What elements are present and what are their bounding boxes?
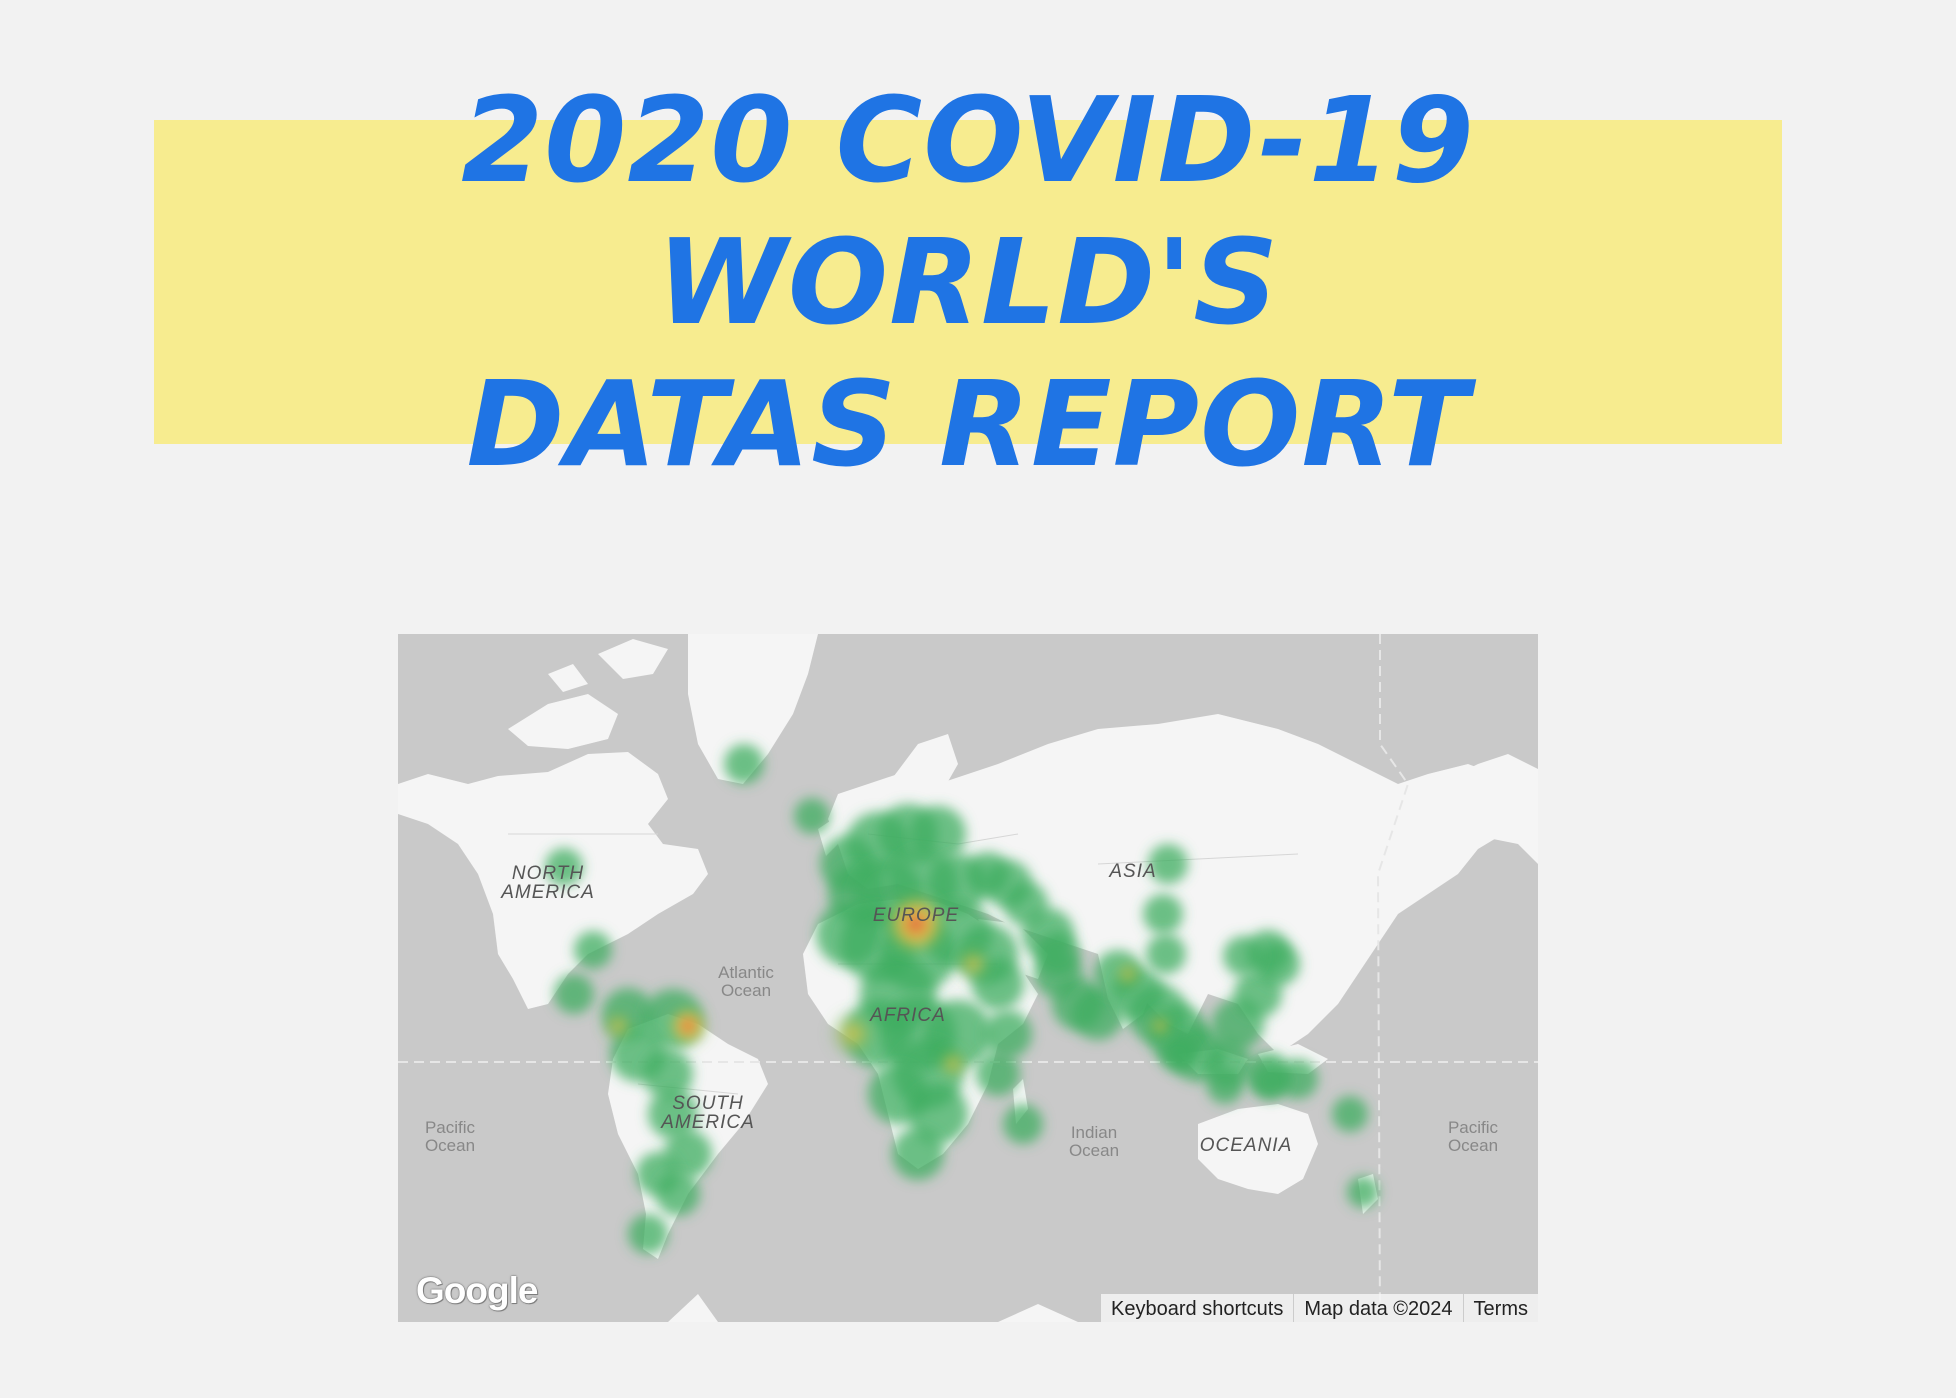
heat-blob-low bbox=[656, 1172, 700, 1216]
heat-hotspot-europe bbox=[882, 890, 950, 958]
map-label-indian: Indian Ocean bbox=[1069, 1124, 1119, 1160]
heat-blob-low bbox=[892, 1128, 944, 1180]
map-label-line: Pacific bbox=[424, 1118, 476, 1137]
map-label-line: Pacific bbox=[1447, 1118, 1499, 1137]
map-attribution: Keyboard shortcuts Map data ©2024 Terms bbox=[1101, 1294, 1538, 1322]
world-map-canvas[interactable] bbox=[398, 634, 1538, 1322]
map-label-line: NORTH bbox=[511, 863, 585, 884]
heat-blob-low bbox=[628, 1214, 668, 1254]
heat-blob-low bbox=[1036, 932, 1080, 976]
heat-blob-low bbox=[976, 1052, 1020, 1096]
map-label-line: AMERICA bbox=[501, 882, 595, 903]
map-label-line: OCEANIA bbox=[1199, 1135, 1293, 1156]
map-label-africa: AFRICA bbox=[870, 1006, 946, 1025]
heat-blob-low bbox=[1332, 1096, 1368, 1132]
google-logo[interactable]: Google bbox=[416, 1270, 538, 1311]
heat-blob-low bbox=[910, 806, 966, 862]
map-label-pacific-east: Pacific Ocean bbox=[1448, 1119, 1498, 1155]
heat-blob-low bbox=[648, 1089, 698, 1139]
map-label-line: Atlantic bbox=[718, 963, 774, 982]
map-label-oceania: OCEANIA bbox=[1200, 1136, 1293, 1155]
heat-hotspot-middle-east bbox=[953, 944, 993, 984]
map-label-line: EUROPE bbox=[872, 905, 960, 926]
heat-blob-low bbox=[1207, 1068, 1243, 1104]
keyboard-shortcuts-link[interactable]: Keyboard shortcuts bbox=[1111, 1298, 1284, 1320]
map-label-line: Ocean bbox=[424, 1136, 476, 1155]
map-label-line: SOUTH bbox=[672, 1093, 744, 1114]
land-arctic-islands bbox=[508, 639, 668, 749]
heat-blob-low bbox=[554, 974, 594, 1014]
map-label-asia: ASIA bbox=[1109, 862, 1156, 881]
heat-blob-low bbox=[545, 848, 583, 886]
map-label-atlantic: Atlantic Ocean bbox=[718, 964, 774, 1000]
terms-link[interactable]: Terms bbox=[1462, 1294, 1538, 1322]
heatmap-layer bbox=[545, 744, 1379, 1254]
map-label-south-america: SOUTH AMERICA bbox=[661, 1094, 755, 1132]
heat-blob-low bbox=[574, 931, 612, 969]
land-antarctica bbox=[668, 1294, 1078, 1322]
heat-blob-low bbox=[1278, 1059, 1318, 1099]
heat-blob-low bbox=[1253, 1064, 1289, 1100]
heat-blob-low bbox=[1146, 934, 1186, 974]
map-label-line: Indian bbox=[1070, 1123, 1118, 1142]
heat-hotspot-ecuador bbox=[600, 1008, 636, 1044]
title-banner: 2020 COVID-19 WORLD'S DATAS REPORT bbox=[154, 71, 1782, 493]
heat-blob-low bbox=[1143, 894, 1183, 934]
land-japan bbox=[1278, 889, 1313, 934]
heat-blob-low bbox=[984, 1010, 1032, 1058]
land-australia bbox=[1198, 1104, 1318, 1194]
heat-hotspot-west-africa bbox=[827, 1008, 879, 1060]
land-eurasia bbox=[828, 714, 1538, 1054]
heat-blob-low bbox=[1072, 988, 1124, 1040]
map-label-line: AMERICA bbox=[661, 1112, 755, 1133]
land-greenland bbox=[688, 634, 818, 784]
map-label-line: AFRICA bbox=[870, 1005, 946, 1026]
heatmap-map[interactable]: NORTH AMERICA SOUTH AMERICA EUROPE AFRICA ASIA… bbox=[398, 634, 1538, 1322]
map-label-line: Ocean bbox=[1447, 1136, 1499, 1155]
land-scandinavia bbox=[888, 734, 958, 809]
map-label-europe: EUROPE bbox=[873, 906, 959, 925]
map-label-line: Ocean bbox=[720, 981, 772, 1000]
map-label-line: Ocean bbox=[1068, 1141, 1120, 1160]
land-alaska-east bbox=[1438, 754, 1538, 864]
heat-blob-low bbox=[643, 1049, 693, 1099]
heat-blob-low bbox=[1003, 1104, 1043, 1144]
map-label-line: ASIA bbox=[1109, 861, 1157, 882]
map-data-label: Map data ©2024 bbox=[1293, 1294, 1462, 1322]
heat-blob-low bbox=[724, 744, 764, 784]
heat-blob-low bbox=[794, 798, 830, 834]
heat-blob-low bbox=[1148, 844, 1188, 884]
heat-hotspot-india bbox=[1112, 958, 1144, 990]
heat-blob-low bbox=[1347, 1176, 1379, 1208]
heat-hotspot-indonesia bbox=[1146, 1012, 1174, 1040]
heat-hotspot-colombia bbox=[666, 1004, 710, 1048]
heat-hotspot-east-africa bbox=[935, 1046, 971, 1082]
heat-blob-low bbox=[1223, 936, 1263, 976]
map-label-pacific-west: Pacific Ocean bbox=[425, 1119, 475, 1155]
map-label-north-america: NORTH AMERICA bbox=[501, 864, 595, 902]
heat-blob-low bbox=[1160, 1036, 1196, 1072]
report-title: 2020 COVID-19 WORLD'S DATAS REPORT bbox=[461, 71, 1475, 493]
heat-blob-low bbox=[966, 852, 1010, 896]
